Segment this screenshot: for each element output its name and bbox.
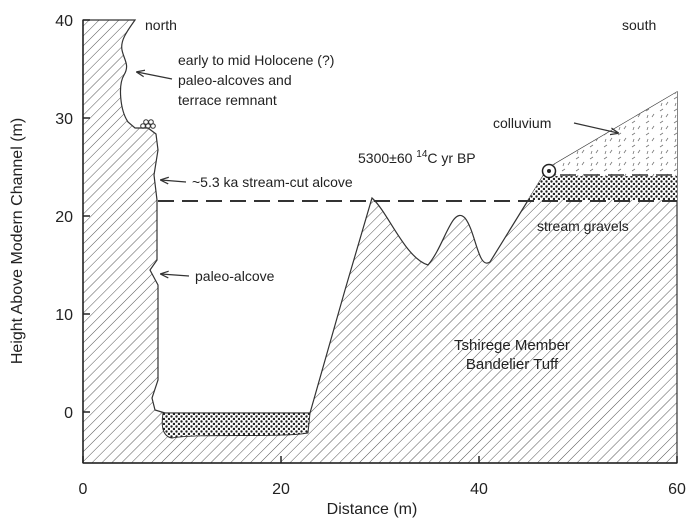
annotation: early to mid Holocene (?): [178, 52, 334, 68]
arrow: [573, 122, 618, 133]
arrow: [161, 180, 187, 182]
arrows: [137, 72, 618, 276]
annotation: ~5.3 ka stream-cut alcove: [192, 174, 353, 190]
annotation: paleo-alcove: [195, 268, 275, 284]
arrow: [137, 72, 173, 80]
cross-section: [82, 19, 678, 464]
annotation: colluvium: [493, 115, 551, 131]
x-tick-label: 40: [470, 481, 488, 498]
y-tick-label: 20: [55, 209, 73, 226]
colluvium-pattern: [544, 92, 677, 176]
terrace-remnant: [140, 119, 156, 129]
stream-gravel-dots: [528, 176, 677, 200]
date-sample-dot: [547, 169, 551, 173]
y-tick-label: 40: [55, 13, 73, 30]
y-tick-label: 10: [55, 307, 73, 324]
y-tick-label: 30: [55, 111, 73, 128]
annotation: terrace remnant: [178, 92, 277, 108]
axes: 0 10 20 30 40 0 20 40 60: [55, 13, 686, 498]
annotation: stream gravels: [537, 218, 629, 234]
north-label: north: [145, 17, 177, 33]
x-tick-label: 20: [272, 481, 290, 498]
date-suffix: C yr BP: [427, 150, 475, 166]
tuff: [82, 19, 678, 464]
y-axis-label: Height Above Modern Channel (m): [9, 118, 26, 364]
y-tick-label: 0: [64, 405, 73, 422]
annotation: paleo-alcoves and: [178, 72, 292, 88]
date-prefix: 5300±60: [358, 150, 416, 166]
date-label: 5300±60 14C yr BP: [358, 149, 476, 166]
x-tick-label: 0: [79, 481, 88, 498]
x-tick-label: 60: [668, 481, 686, 498]
formation-label: Tshirege Member: [454, 337, 570, 354]
date-sup: 14: [416, 149, 428, 160]
gravel-dots: [162, 413, 310, 438]
formation-label: Bandelier Tuff: [466, 356, 559, 373]
x-axis-label: Distance (m): [327, 501, 418, 518]
arrow: [161, 274, 190, 276]
south-label: south: [622, 17, 656, 33]
